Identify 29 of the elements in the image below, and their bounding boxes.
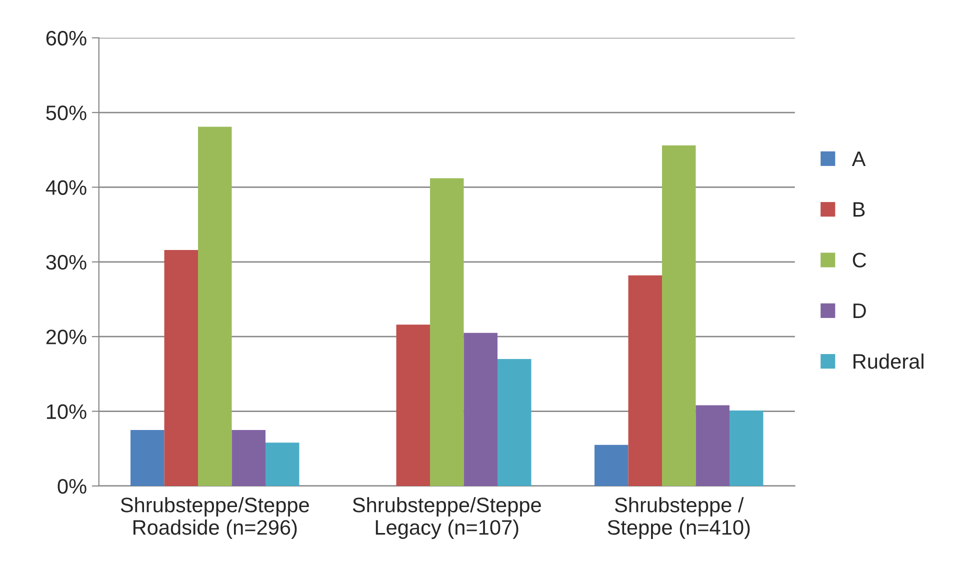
legend-label: D <box>854 304 866 318</box>
legend-label: Ruderal <box>854 354 924 369</box>
bar <box>430 178 464 486</box>
bar <box>498 358 532 486</box>
bar <box>396 324 430 486</box>
x-tick-label: Shrubsteppe / Steppe (n=410) <box>608 497 750 539</box>
bar <box>594 444 628 486</box>
bar <box>232 430 266 486</box>
bar <box>198 126 232 486</box>
y-tick-label: 0% <box>58 478 86 494</box>
y-tick-label: 50% <box>46 106 86 120</box>
x-tick-label: Shrubsteppe/Steppe Roadside (n=296) <box>120 497 309 539</box>
y-tick-label: 60% <box>46 30 86 46</box>
legend-label: B <box>854 202 865 217</box>
bar <box>464 332 498 486</box>
bar <box>266 442 300 486</box>
bar <box>164 250 198 486</box>
legend-label: C <box>852 252 866 268</box>
y-tick-label: 10% <box>46 404 86 420</box>
bar <box>662 145 696 486</box>
legend-label: A <box>852 152 866 166</box>
bar <box>730 410 764 486</box>
bar <box>130 430 164 486</box>
y-tick-label: 40% <box>46 180 86 195</box>
bar <box>696 405 730 486</box>
y-tick-label: 30% <box>46 254 86 270</box>
bar <box>628 275 662 486</box>
x-tick-label: Shrubsteppe/Steppe Legacy (n=107) <box>352 497 541 539</box>
y-tick-label: 20% <box>46 330 86 344</box>
